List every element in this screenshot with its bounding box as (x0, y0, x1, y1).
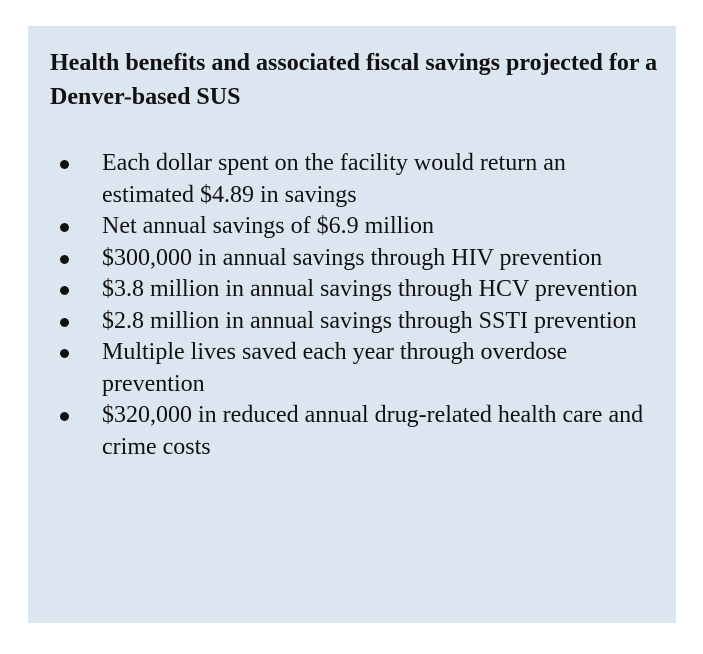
list-item-text: $3.8 million in annual savings through H… (102, 276, 638, 302)
list-item: $2.8 million in annual savings through S… (50, 306, 658, 338)
bullet-icon (50, 148, 102, 180)
callout-title: Health benefits and associated fiscal sa… (50, 50, 658, 110)
list-item: Multiple lives saved each year through o… (50, 337, 658, 400)
bullet-list: Each dollar spent on the facility would … (50, 148, 658, 463)
list-item: Net annual savings of $6.9 million (50, 211, 658, 243)
list-item-text: Multiple lives saved each year through o… (102, 339, 568, 397)
bullet-icon (50, 337, 102, 369)
bullet-icon (50, 274, 102, 306)
list-item-text: Net annual savings of $6.9 million (102, 213, 434, 239)
list-item-text: $320,000 in reduced annual drug-related … (102, 402, 644, 460)
list-item: Each dollar spent on the facility would … (50, 148, 658, 211)
list-item: $3.8 million in annual savings through H… (50, 274, 658, 306)
bullet-icon (50, 243, 102, 275)
callout-box: Health benefits and associated fiscal sa… (28, 26, 676, 623)
bullet-icon (50, 306, 102, 338)
list-item-text: $2.8 million in annual savings through S… (102, 307, 637, 334)
bullet-icon (50, 400, 102, 432)
list-item: $320,000 in reduced annual drug-related … (50, 400, 658, 463)
list-item-text: $300,000 in annual savings through HIV p… (102, 244, 603, 271)
bullet-icon (50, 211, 102, 243)
list-item: $300,000 in annual savings through HIV p… (50, 243, 658, 275)
list-item-text: Each dollar spent on the facility would … (102, 150, 566, 208)
